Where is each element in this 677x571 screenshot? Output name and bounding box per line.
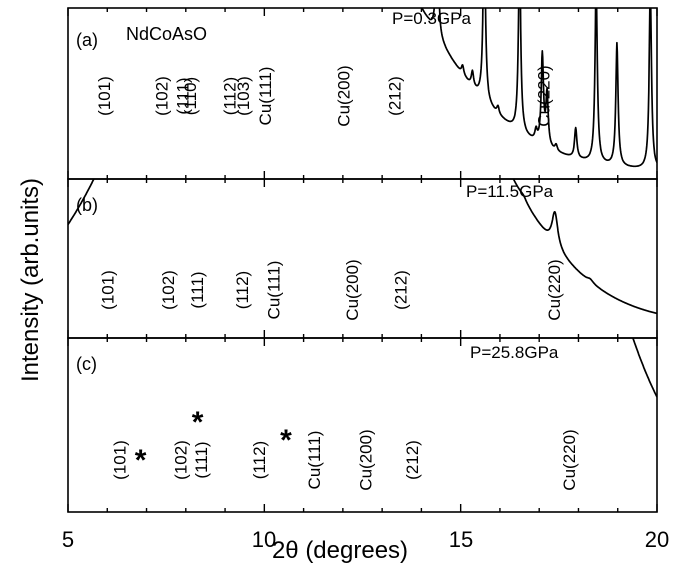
- diffraction-pattern: [68, 179, 657, 315]
- peak-label: Cu(200): [357, 429, 376, 490]
- peak-label: (112): [233, 271, 252, 309]
- peak-label: (112): [220, 77, 239, 115]
- panel-label: (b): [76, 195, 98, 215]
- x-axis-title: 2θ (degrees): [272, 537, 408, 564]
- x-ticks: [67, 179, 658, 338]
- y-axis-title: Intensity (arb.units): [17, 178, 44, 382]
- peak-label: (110): [181, 77, 200, 115]
- compound-label: NdCoAsO: [126, 24, 207, 44]
- impurity-marker: *: [135, 444, 147, 477]
- peak-label: Cu(220): [560, 429, 579, 490]
- peak-label: Cu(200): [343, 259, 362, 320]
- panel-b: (b) P=11.5GPa (101) (102) (111) (112) Cu(111) C…: [67, 178, 658, 339]
- peak-label: (212): [391, 270, 410, 310]
- x-tick-label: 15: [449, 527, 473, 552]
- peak-label: (101): [95, 76, 114, 116]
- x-axis: 5 10 15 20 2θ (degrees): [62, 527, 669, 564]
- pressure-label: P=25.8GPa: [470, 343, 559, 362]
- peak-label: Cu(111): [264, 261, 283, 320]
- peak-label: (111): [173, 77, 192, 114]
- peak-label: (103): [234, 76, 253, 116]
- peak-label: (102): [171, 440, 190, 480]
- panel-label: (c): [76, 354, 97, 374]
- peak-label: (101): [110, 440, 129, 480]
- panel-c: (c) P=25.8GPa (101) (102) (111) (112) Cu(111) C…: [67, 337, 658, 513]
- peak-label: (102): [152, 76, 171, 116]
- impurity-marker: *: [192, 406, 204, 439]
- panel-label: (a): [76, 30, 98, 50]
- peak-label: Cu(200): [334, 65, 353, 126]
- peak-label: (112): [250, 441, 269, 479]
- x-tick-label: 10: [252, 527, 276, 552]
- peak-label: (111): [192, 441, 211, 478]
- panel-frame: [67, 337, 658, 513]
- peak-label: (212): [385, 76, 404, 116]
- peak-label: Cu(220): [545, 259, 564, 320]
- peak-label: (111): [188, 271, 207, 308]
- peak-label: (101): [99, 270, 118, 310]
- panel-a: (a) P=0.3GPa NdCoAsO (101) (102) (111)(110) (1…: [67, 7, 658, 180]
- diffraction-pattern: [68, 8, 657, 168]
- peak-label: (102): [159, 270, 178, 310]
- peak-label: (212): [403, 440, 422, 480]
- x-tick-label: 20: [645, 527, 669, 552]
- peak-label: Cu(111): [256, 67, 275, 126]
- pressure-label: P=0.3GPa: [392, 9, 471, 28]
- x-ticks: [67, 338, 658, 512]
- pressure-label: P=11.5GPa: [466, 182, 554, 201]
- x-tick-label: 5: [62, 527, 74, 552]
- peak-label: Cu(220): [535, 65, 554, 126]
- panel-frame: [67, 178, 658, 339]
- peak-label: Cu(111): [305, 431, 324, 490]
- impurity-marker: *: [280, 424, 292, 457]
